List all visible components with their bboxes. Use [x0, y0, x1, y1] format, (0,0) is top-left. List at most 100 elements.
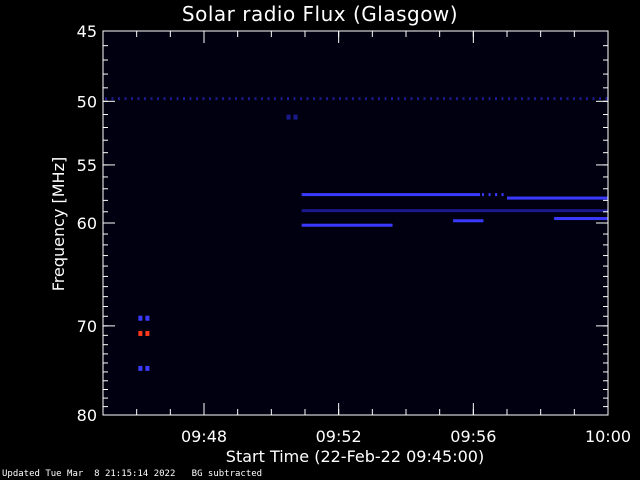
band-dot: [157, 97, 159, 101]
band-dot: [326, 97, 328, 101]
band-dot: [306, 97, 309, 101]
band-dot: [586, 97, 588, 101]
band-dot: [553, 97, 556, 101]
spectral-point: [138, 365, 143, 371]
x-axis-label: Start Time (22-Feb-22 09:45:00): [226, 447, 484, 466]
band-dot: [488, 193, 491, 197]
band-dot: [248, 97, 250, 101]
band-dot: [209, 97, 211, 101]
y-axis-label: Frequency [MHz]: [49, 157, 68, 291]
spectral-band: [453, 219, 484, 223]
band-dot: [215, 97, 218, 101]
band-dot: [261, 97, 263, 101]
band-dot: [456, 97, 458, 101]
band-dot: [280, 97, 283, 101]
band-dot: [228, 97, 231, 101]
band-dot: [267, 97, 270, 101]
band-dot: [482, 97, 484, 101]
band-dot: [202, 97, 205, 101]
band-dot: [137, 97, 140, 101]
band-dot: [274, 97, 276, 101]
spectral-features: [105, 97, 608, 371]
y-tick-label: 50: [77, 92, 97, 111]
band-dot: [423, 97, 426, 101]
band-dot: [417, 97, 419, 101]
band-dot: [495, 193, 498, 197]
band-dot: [521, 97, 523, 101]
band-dot: [501, 97, 504, 101]
spectral-point: [293, 114, 298, 120]
band-dot: [404, 97, 406, 101]
spectral-band: [554, 217, 608, 221]
band-dot: [118, 97, 120, 101]
chart-title: Solar radio Flux (Glasgow): [181, 2, 459, 26]
band-dot: [573, 97, 575, 101]
band-dot: [592, 97, 595, 101]
band-dot: [443, 97, 445, 101]
band-dot: [170, 97, 172, 101]
band-dot: [475, 97, 478, 101]
band-dot: [501, 193, 504, 197]
band-dot: [163, 97, 166, 101]
axis-ticks: 09:48 09:52 09:56 10:00 45 50 55 60 70 80: [77, 22, 631, 446]
band-dot: [189, 97, 192, 101]
spectral-point: [145, 330, 150, 336]
band-dot: [384, 97, 387, 101]
band-dot: [300, 97, 302, 101]
spectral-point: [138, 315, 143, 321]
band-dot: [222, 97, 224, 101]
band-dot: [313, 97, 315, 101]
band-dot: [319, 97, 322, 101]
band-dot: [436, 97, 439, 101]
footer-status: Updated Tue Mar 8 21:15:14 2022 BG subtr…: [2, 469, 262, 479]
bg-subtracted-note: BG subtracted: [191, 469, 263, 479]
band-dot: [254, 97, 257, 101]
band-dot: [391, 97, 393, 101]
band-dot: [579, 97, 582, 101]
band-dot: [378, 97, 380, 101]
band-dot: [547, 97, 549, 101]
band-dot: [469, 97, 471, 101]
band-dot: [599, 97, 601, 101]
x-tick-label: 09:48: [181, 427, 227, 446]
band-dot: [345, 97, 348, 101]
band-dot: [482, 193, 485, 197]
band-dot: [365, 97, 367, 101]
x-tick-label: 09:52: [316, 427, 362, 446]
spectral-band-dotted: [105, 97, 608, 101]
y-tick-label: 80: [77, 406, 97, 425]
band-dot: [397, 97, 400, 101]
spectral-point: [138, 330, 143, 336]
band-dot: [105, 97, 107, 101]
spectral-band: [301, 193, 481, 197]
spectral-point: [286, 114, 291, 120]
band-dot: [352, 97, 354, 101]
band-dot: [150, 97, 153, 101]
y-tick-label: 60: [77, 214, 97, 233]
spectral-band-dotted: [482, 193, 504, 197]
band-dot: [605, 97, 608, 101]
band-dot: [111, 97, 114, 101]
spectral-band: [301, 223, 393, 227]
band-dot: [358, 97, 361, 101]
band-dot: [488, 97, 491, 101]
spectral-band: [507, 196, 608, 200]
y-tick-label: 55: [77, 156, 97, 175]
band-dot: [566, 97, 569, 101]
plot-background: [103, 31, 608, 415]
band-dot: [293, 97, 296, 101]
band-dot: [540, 97, 543, 101]
y-tick-label: 45: [77, 22, 97, 41]
band-dot: [560, 97, 562, 101]
spectral-point: [145, 315, 150, 321]
band-dot: [462, 97, 465, 101]
band-dot: [508, 97, 510, 101]
band-dot: [339, 97, 341, 101]
band-dot: [241, 97, 244, 101]
band-dot: [449, 97, 452, 101]
band-dot: [131, 97, 133, 101]
band-dot: [410, 97, 413, 101]
band-dot: [183, 97, 185, 101]
band-dot: [144, 97, 146, 101]
spectral-point: [145, 365, 150, 371]
